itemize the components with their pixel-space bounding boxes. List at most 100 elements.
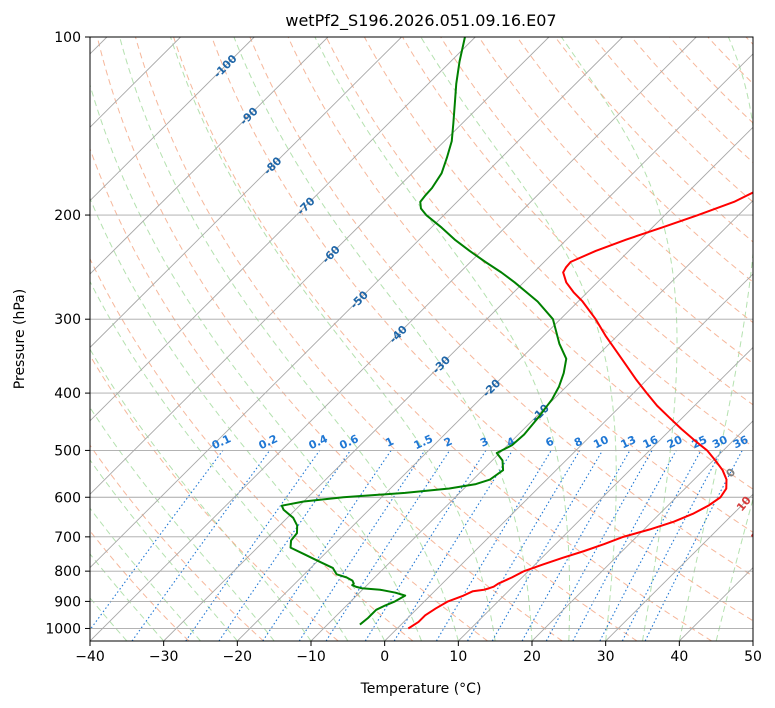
x-tick-label: 40 — [670, 649, 688, 665]
isotherm-line — [458, 346, 753, 641]
isotherm-line — [90, 37, 476, 422]
mixing-ratio-label: 0.2 — [257, 432, 280, 452]
isotherm-line — [310, 200, 753, 641]
isotherm-line — [752, 640, 753, 641]
mixing-ratio-line — [491, 450, 604, 641]
mixing-ratio-label: 1.5 — [412, 432, 435, 452]
line-labels: -100-90-80-70-60-50-40-30-20-100.1 0.2 0.4… — [210, 52, 754, 544]
mixing-ratio-label: 0.1 — [210, 432, 233, 452]
x-tick-label: −10 — [296, 649, 326, 665]
mixing-ratio-line — [393, 450, 513, 641]
moist-adiabat-line — [314, 37, 571, 641]
mixing-ratio-line — [572, 450, 677, 641]
mixing-ratio-label: 16 — [641, 433, 661, 451]
dry-adiabat-line — [478, 37, 753, 324]
mixing-ratio-line — [364, 450, 487, 641]
isotherm-line — [237, 126, 753, 641]
mixing-ratio-line — [298, 450, 426, 641]
x-tick-label: −30 — [149, 649, 179, 665]
moist-adiabat-line — [90, 406, 275, 641]
mixing-ratio-line — [521, 450, 631, 641]
isotherm-label: -40 — [387, 323, 410, 346]
dry-adiabat-line — [516, 37, 753, 283]
dry-adiabat-line — [669, 37, 753, 124]
y-tick-label: 400 — [54, 386, 81, 402]
dewpoint-profile-line — [280, 37, 568, 626]
dry-adiabat-line — [631, 37, 753, 164]
isotherm-line — [90, 37, 550, 495]
moist-adiabat-line — [119, 37, 459, 641]
x-axis-title: Temperature (°C) — [360, 681, 482, 697]
y-tick-label: 500 — [54, 443, 81, 459]
dry-adiabat-line — [90, 530, 190, 641]
isotherm-line — [90, 37, 329, 275]
y-tick-label: 200 — [54, 208, 81, 224]
profile-series — [280, 37, 753, 630]
moist-adiabat-line — [715, 497, 753, 641]
dry-adiabat-line — [211, 37, 753, 622]
moist-adiabats — [90, 37, 753, 641]
y-tick-label: 600 — [54, 490, 81, 506]
mixing-ratio-label: 36 — [731, 433, 751, 451]
isotherm-label: -70 — [294, 194, 317, 217]
y-tick-label: 800 — [54, 564, 81, 580]
y-tick-label: 1000 — [45, 621, 81, 637]
isotherm-label: -90 — [237, 104, 260, 127]
isotherms — [90, 37, 753, 641]
moist-adiabat-line — [233, 37, 533, 641]
x-tick-label: −20 — [223, 649, 253, 665]
dry-adiabat-line — [96, 37, 563, 641]
mixing-ratio-line — [218, 450, 351, 641]
dry-adiabat-label: 10 — [734, 494, 754, 514]
mixing-ratio-line — [262, 450, 392, 641]
isotherm-line — [90, 37, 697, 641]
pressure-gridlines — [90, 37, 753, 629]
isotherm-line — [384, 273, 753, 641]
isotherm-line — [531, 420, 753, 641]
isotherm-line — [90, 37, 402, 349]
mixing-ratio-lines — [90, 450, 743, 641]
isotherm-label: -60 — [320, 243, 343, 266]
moist-adiabat-line — [90, 507, 201, 641]
mixing-ratio-label: 10 — [591, 433, 611, 451]
dry-adiabat-line — [90, 354, 339, 641]
mixing-ratio-label: 13 — [619, 433, 638, 451]
x-tick-label: 10 — [449, 649, 467, 665]
dry-adiabat-line — [592, 37, 753, 203]
mixing-ratio-line — [131, 450, 271, 641]
x-tick-label: 0 — [380, 649, 389, 665]
moist-adiabat-line — [90, 459, 238, 641]
y-tick-label: 100 — [54, 30, 81, 46]
mixing-ratio-line — [90, 450, 224, 631]
moist-adiabat-line — [752, 639, 753, 641]
mixing-ratio-line — [467, 450, 581, 641]
isotherm-line — [163, 53, 753, 641]
moist-adiabat-line — [170, 37, 496, 641]
moist-adiabat-line — [678, 37, 753, 641]
moist-adiabat-line — [90, 348, 312, 641]
dry-adiabat-line — [90, 147, 488, 641]
mixing-ratio-label: 0.6 — [337, 432, 360, 452]
x-tick-label: 20 — [523, 649, 541, 665]
mixing-ratio-line — [599, 450, 702, 641]
isotherm-label: -50 — [348, 288, 371, 311]
moist-adiabat-line — [90, 197, 386, 641]
dry-adiabat-line — [173, 37, 712, 641]
mixing-ratio-label: 6 — [544, 435, 557, 450]
mixing-ratio-label: 0.4 — [307, 432, 330, 452]
dry-adiabat-line — [707, 37, 753, 85]
dry-adiabat-line — [134, 37, 638, 641]
mixing-ratio-line — [185, 450, 321, 641]
isotherm-line — [90, 37, 623, 569]
chart-title: wetPf2_S196.2026.051.09.16.E07 — [285, 11, 556, 31]
y-tick-label: 900 — [54, 594, 81, 610]
isotherm-line — [90, 37, 255, 202]
moist-adiabat-line — [90, 280, 349, 641]
isotherm-line — [679, 566, 753, 641]
dry-adiabat-line — [249, 37, 753, 577]
y-tick-label: 700 — [54, 530, 81, 546]
axes: −40 −30 −20 −10 0 10 20 30 40 5010020030040050060… — [45, 30, 762, 665]
moist-adiabat-line — [90, 83, 422, 641]
temperature-profile-line — [407, 191, 753, 630]
